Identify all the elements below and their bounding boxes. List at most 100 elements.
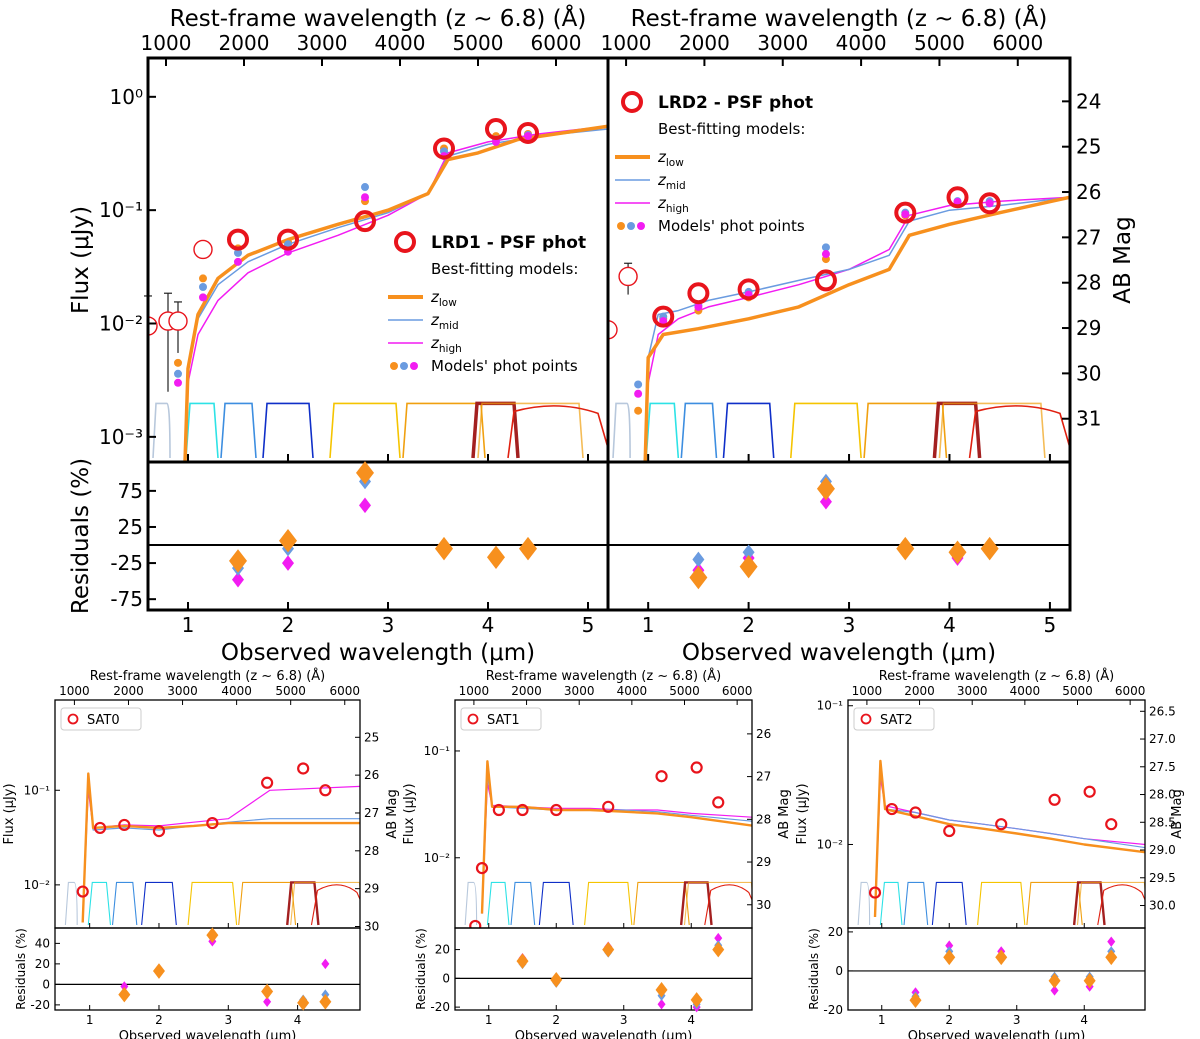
panel-sat1-magtick-label-0: 26: [756, 727, 771, 741]
panel-sat0-magtick-label-3: 28: [364, 844, 379, 858]
panel-lrd2-residual-z-low-2: [816, 477, 835, 501]
panel-lrd1-legend-dot-high: [410, 362, 418, 370]
panel-lrd2-observed-point-2: [652, 305, 675, 328]
panel-sat2-residual-z-low-4: [1083, 972, 1096, 989]
panel-sat2-legend-title: SAT2: [880, 713, 913, 728]
panel-lrd2-model-point-z-high-7: [985, 199, 994, 208]
panel-lrd2-model-z-mid: [644, 196, 1070, 462]
panel-sat0-filter-curve-8: [310, 884, 360, 926]
panel-sat0-model-z-high: [82, 785, 360, 923]
panel-lrd1-model-point-z-mid-0: [174, 369, 182, 378]
panel-lrd2-xtick-label-4: 5: [1044, 613, 1057, 637]
panel-sat2-residual-z-high-3: [1050, 985, 1059, 996]
panel-sat0-residual-z-low-4: [297, 995, 310, 1011]
panel-lrd2-model-z-high: [644, 196, 1070, 462]
panel-sat0-residual-z-high-3: [263, 996, 272, 1007]
panel-lrd1-filter-curve-5: [402, 402, 486, 459]
panel-sat0-filter-curve-0: [64, 881, 78, 926]
panel-sat2-y2label: AB Mag: [1170, 789, 1185, 838]
panel-lrd2-legend-label-high: zhigh: [657, 194, 689, 215]
panel-sat2-observed-point-2: [909, 806, 922, 819]
panel-sat2-xtick-label-0: 1: [878, 1013, 886, 1027]
panel-lrd1-legend-obs-marker: [394, 231, 416, 253]
panel-sat0-ylabel: Flux (μJy): [2, 783, 17, 844]
panel-sat1-residual-z-low-1: [550, 971, 563, 988]
panel-sat1-observed-point-0: [469, 919, 482, 928]
panel-lrd2-observed-point-6: [894, 201, 917, 224]
panel-sat0-y2label: AB Mag: [385, 789, 400, 838]
panel-lrd1-toptick-label-0: 1000: [141, 31, 192, 55]
panel-lrd2-magtick-label-2: 26: [1076, 180, 1101, 204]
panel-sat1-legend-box: [460, 707, 542, 731]
panel-sat2-filter-curve-1: [879, 881, 903, 926]
panel-lrd2-observed-point-5: [814, 269, 837, 292]
panel-sat0-xtick-label-3: 4: [294, 1013, 302, 1027]
panel-lrd1-filter-curve-2: [220, 402, 257, 459]
panel-lrd2-toptick-label-0: 1000: [601, 31, 652, 55]
panel-sat1-ytick-label-1: 10⁻¹: [424, 744, 451, 758]
panel-sat2-observed-point-1: [885, 802, 898, 816]
panel-lrd1-observed-point-8: [485, 118, 507, 141]
panel-lrd1-model-point-z-mid-3: [284, 240, 292, 249]
panel-sat1-y2label: AB Mag: [777, 789, 792, 838]
panel-sat1-residual-ylabel: Residuals (%): [414, 928, 428, 1010]
panel-lrd1-toptick-label-1: 2000: [219, 31, 270, 55]
panel-sat0-magtick-label-1: 26: [364, 768, 379, 782]
panel-lrd2-toptick-label-4: 5000: [914, 31, 965, 55]
panel-lrd2-magtick-label-0: 24: [1076, 89, 1101, 113]
panel-lrd1-toptick-label-3: 4000: [375, 31, 426, 55]
panel-lrd2-filter-curve-7: [938, 402, 1046, 459]
panel-sat2-filter-curve-2: [903, 881, 929, 926]
panel-lrd1-rtick-label-2: 25: [118, 515, 143, 539]
panel-lrd1-filter-curve-8: [507, 405, 608, 459]
panel-lrd1-xtick-label-0: 1: [182, 613, 195, 637]
panel-sat2-magtick-label-2: 27.5: [1149, 760, 1176, 774]
panel-sat0-residual-ylabel: Residuals (%): [14, 928, 28, 1010]
panel-sat0-filter-curve-4: [187, 881, 238, 926]
panel-sat1-model-z-mid: [481, 774, 752, 914]
panel-sat1-xlabel: Observed wavelength (μm): [515, 1029, 693, 1039]
panel-lrd2-observed-point-7: [946, 186, 969, 209]
panel-sat2-filter-curve-8: [1097, 884, 1145, 926]
panel-lrd1-observed-point-4: [227, 228, 249, 251]
panel-lrd2-xtick-label-0: 1: [642, 613, 655, 637]
panel-lrd1-residual-z-high-0: [232, 571, 244, 588]
panel-sat0-residual-z-low-1: [152, 963, 165, 979]
panel-sat0-ytick-label-0: 10⁻²: [24, 878, 51, 892]
panel-sat0-observed-point-5: [261, 776, 274, 789]
panel-lrd1-observed-point-0: [148, 316, 158, 336]
panel-sat2-filter-curve-7: [1076, 881, 1145, 926]
panel-lrd2-residual-z-low-0: [689, 565, 708, 590]
panel-lrd2-legend-label-low: zlow: [657, 148, 684, 169]
panel-lrd2-filter-curve-4: [789, 402, 862, 459]
panel-sat0-observed-point-3: [152, 825, 166, 838]
panel-sat1-observed-point-5: [602, 800, 615, 813]
panel-sat1-top-xlabel: Rest-frame wavelength (z ~ 6.8) (Å): [486, 668, 722, 684]
panel-sat2-xtick-label-3: 4: [1080, 1013, 1088, 1027]
panel-sat0-legend-obs-marker: [67, 713, 79, 725]
panel-lrd2-observed-point-1: [618, 266, 638, 287]
panel-sat2-observed-point-3: [943, 824, 956, 838]
panel-lrd1-ytick-label-3: 10⁰: [110, 85, 143, 109]
panel-lrd1-xtick-label-1: 2: [282, 613, 295, 637]
panel-sat0-magtick-label-2: 27: [364, 806, 379, 820]
panel-sat1-observed-point-4: [550, 803, 563, 817]
panel-sat1-filter-curve-2: [510, 881, 536, 926]
panel-sat0-residual-z-high-5: [321, 958, 330, 970]
panel-lrd2-model-z-low: [643, 195, 1070, 462]
panel-sat2-magtick-label-5: 29.0: [1149, 843, 1176, 857]
panel-sat1-xtick-label-3: 4: [687, 1013, 695, 1027]
panel-lrd2-model-point-z-high-5: [901, 210, 910, 219]
panel-lrd1-residual-z-low-0: [229, 549, 247, 573]
panel-sat2-magtick-label-4: 28.5: [1149, 815, 1176, 829]
panel-sat2-magtick-label-6: 29.5: [1149, 871, 1176, 885]
panel-sat2-residual-frame: [847, 927, 1146, 1011]
panel-sat0-rtick-label-0: -20: [30, 998, 50, 1012]
panel-lrd1-residual-z-high-2: [359, 497, 371, 514]
panel-sat0-top-xlabel: Rest-frame wavelength (z ~ 6.8) (Å): [90, 668, 326, 684]
panel-sat1-observed-point-8: [712, 796, 725, 809]
panel-lrd2-toptick-label-1: 2000: [679, 31, 730, 55]
panel-sat1-magtick-label-1: 27: [756, 770, 771, 784]
panel-lrd1-observed-point-7: [433, 137, 455, 160]
panel-lrd2-filter-curve-5: [863, 402, 948, 459]
